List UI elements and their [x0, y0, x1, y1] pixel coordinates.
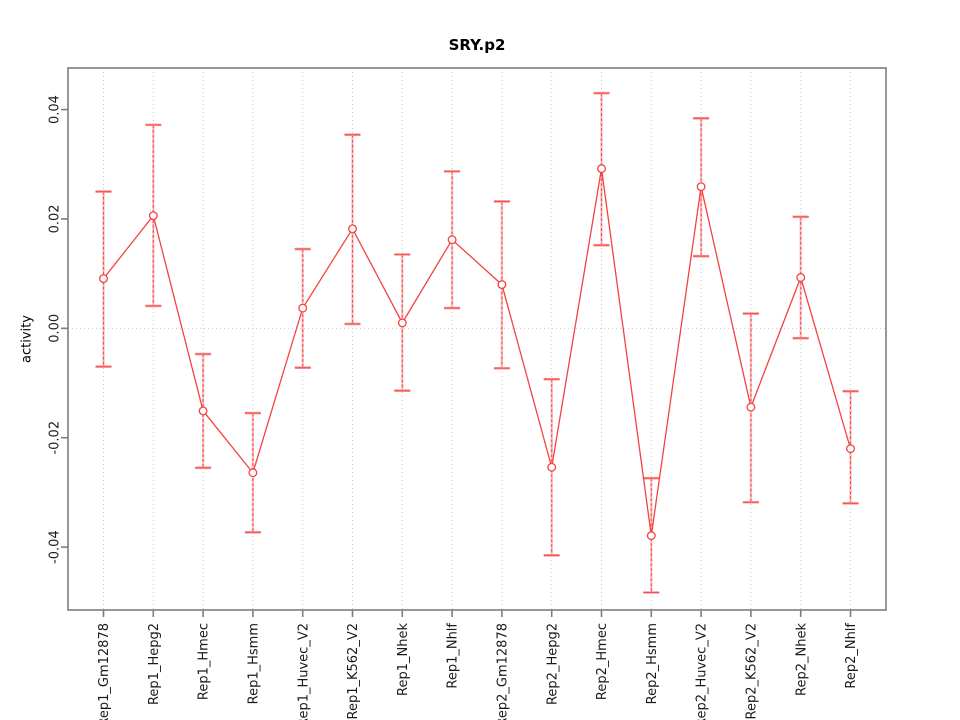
data-point: [99, 274, 108, 284]
chart-title: SRY.p2: [448, 36, 506, 54]
data-point: [298, 303, 308, 313]
x-tick-label: Rep1_Hsmm: [246, 623, 261, 704]
data-point: [397, 318, 407, 328]
x-tick-label: Rep2_Hsmm: [645, 623, 660, 704]
x-tick-label: Rep2_Hmec: [595, 623, 610, 700]
data-point: [696, 182, 706, 192]
data-point: [796, 273, 806, 282]
y-tick-label: 0.00: [48, 314, 63, 343]
data-point: [198, 406, 208, 416]
x-tick-label: Rep2_Nhek: [794, 623, 809, 696]
y-axis-label: activity: [19, 315, 35, 363]
data-point: [447, 235, 457, 245]
x-tick-label: Rep1_Nhek: [396, 623, 411, 696]
x-tick-label: Rep2_Nhlf: [844, 623, 859, 689]
data-point: [547, 462, 557, 472]
x-tick-label: Rep1_Hepg2: [147, 623, 162, 705]
y-tick-label: -0.04: [48, 530, 63, 564]
series-line: [102, 168, 852, 536]
data-point: [646, 531, 656, 541]
y-tick-label: 0.02: [48, 204, 63, 233]
x-tick-label: Rep2_Huvec_V2: [695, 623, 710, 720]
data-point: [846, 444, 855, 454]
x-tick-label: Rep1_K562_V2: [346, 623, 361, 719]
x-tick-label: Rep2_Hepg2: [545, 623, 560, 705]
data-point: [348, 224, 357, 234]
x-tick-label: Rep2_K562_V2: [744, 623, 759, 719]
plot-border: [67, 67, 887, 611]
x-tick-label: Rep1_Hmec: [197, 623, 212, 700]
data-point: [248, 468, 258, 478]
y-tick-label: -0.02: [48, 421, 63, 455]
data-point: [148, 211, 158, 221]
data-point: [746, 402, 756, 412]
x-tick-label: Rep2_Gm12878: [495, 623, 510, 720]
x-tick-label: Rep1_Huvec_V2: [296, 623, 311, 720]
data-point: [597, 164, 606, 174]
x-tick-label: Rep1_Gm12878: [97, 623, 112, 720]
data-point: [497, 280, 507, 290]
x-tick-label: Rep1_Nhlf: [446, 623, 461, 689]
y-tick-label: 0.04: [48, 95, 63, 124]
